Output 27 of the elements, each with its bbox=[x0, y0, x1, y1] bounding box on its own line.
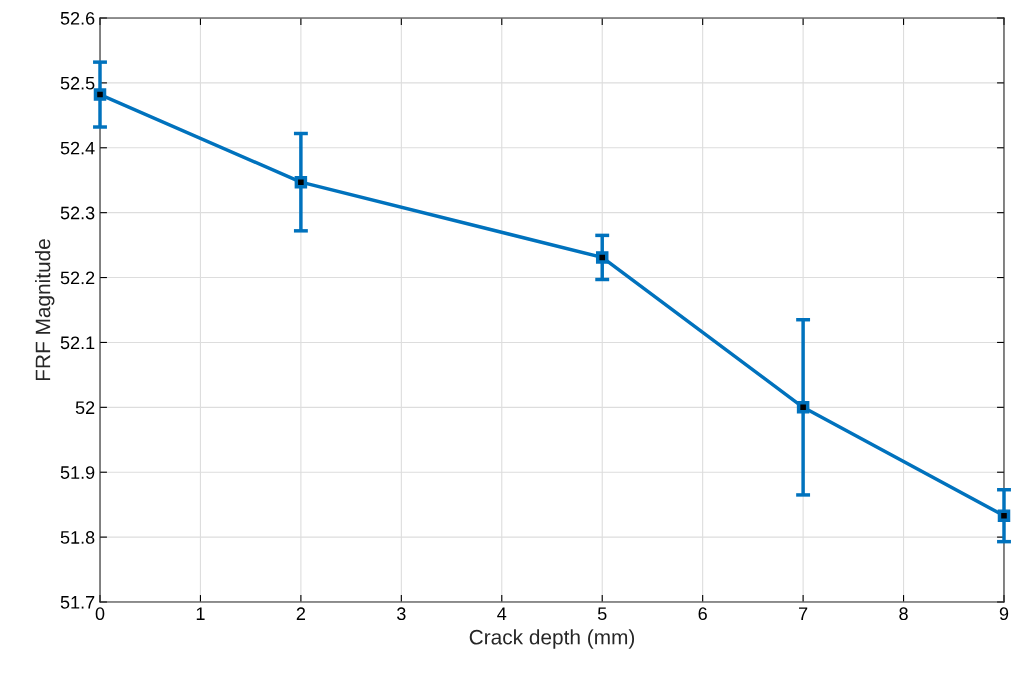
y-tick-label: 52.4 bbox=[60, 141, 95, 155]
y-tick-label: 52.5 bbox=[60, 76, 95, 90]
x-tick-label: 3 bbox=[397, 607, 406, 621]
y-tick-label: 52.3 bbox=[60, 206, 95, 220]
point bbox=[595, 251, 609, 264]
y-tick-label: 52.6 bbox=[60, 11, 95, 25]
x-tick-label: 1 bbox=[196, 607, 205, 620]
x-tick-label: 8 bbox=[899, 607, 908, 621]
x-axis-title: Crack depth (mm) bbox=[469, 629, 635, 649]
y-tick-label: 51.7 bbox=[60, 596, 95, 609]
point bbox=[93, 88, 107, 101]
y-tick-label: 52.2 bbox=[60, 271, 95, 285]
point bbox=[294, 175, 308, 189]
x-tick-label: 5 bbox=[597, 607, 607, 621]
y-tick-label: 51.8 bbox=[60, 531, 95, 544]
point bbox=[796, 401, 810, 414]
x-tick-label: 4 bbox=[497, 607, 507, 620]
x-tick-label: 6 bbox=[698, 607, 707, 621]
y-axis-title: FRF Magnitude bbox=[35, 239, 55, 381]
y-tick-label: 52 bbox=[75, 401, 95, 415]
x-tick-label: 2 bbox=[296, 607, 305, 620]
x-tick-label: 9 bbox=[999, 607, 1009, 621]
y-tick-label: 52.1 bbox=[60, 336, 95, 350]
x-tick-label: 0 bbox=[95, 607, 105, 621]
x-tick-label: 7 bbox=[799, 607, 808, 620]
point bbox=[997, 509, 1011, 522]
y-tick-label: 51.9 bbox=[60, 466, 95, 479]
